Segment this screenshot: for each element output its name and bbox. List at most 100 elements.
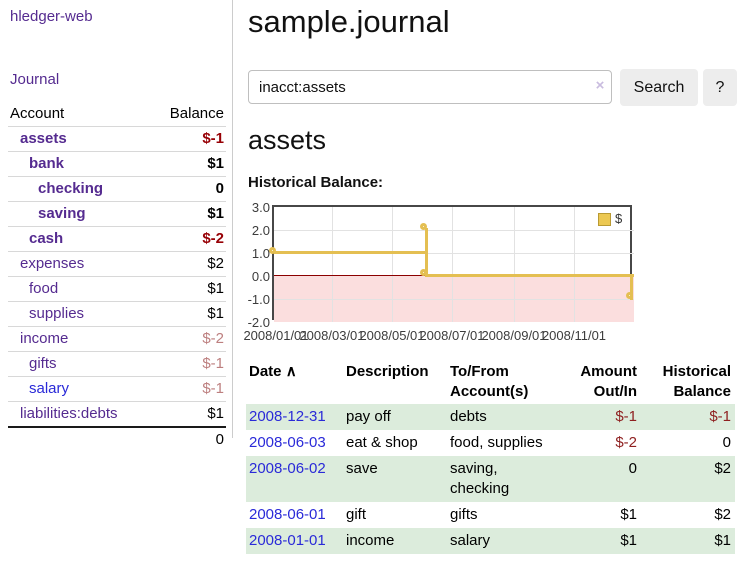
transaction-date-link[interactable]: 2008-06-01 (249, 506, 326, 523)
transaction-balance: $2 (714, 506, 731, 523)
account-row: saving $1 (8, 201, 226, 227)
account-row: bank $1 (8, 151, 226, 177)
date-column-header[interactable]: Date ∧ (249, 363, 297, 380)
register-account-heading: assets (248, 125, 327, 155)
transaction-description: pay off (346, 408, 391, 425)
transaction-amount: $-1 (615, 408, 637, 425)
transaction-row[interactable]: 2008-01-01 income salary $1 $1 (246, 528, 735, 554)
transaction-accounts: saving, checking (450, 460, 510, 497)
historical-balance-chart: $ 3.0 2.0 1.0 0.0 -1.0 -2.0 2008/01/01 2… (243, 200, 634, 343)
sidebar-item-journal[interactable]: Journal (10, 71, 60, 88)
chart-gridline (274, 253, 634, 254)
chart-line-segment (630, 274, 633, 300)
chart-point-marker (269, 247, 276, 254)
accounts-total-row: 0 (8, 426, 226, 452)
transaction-row[interactable]: 2008-06-01 gift gifts $1 $2 (246, 502, 735, 528)
account-balance: $-1 (151, 351, 226, 377)
account-row: assets $-1 (8, 126, 226, 152)
chart-point-marker (420, 223, 427, 230)
legend-swatch (598, 213, 611, 226)
account-balance: $1 (151, 151, 226, 177)
balance-column-header: Balance (169, 105, 224, 122)
chart-gridline (332, 207, 333, 322)
account-link-supplies[interactable]: supplies (29, 305, 85, 322)
transaction-date-link[interactable]: 2008-06-03 (249, 434, 326, 451)
chart-gridline (574, 207, 575, 322)
chart-gridline (514, 207, 515, 322)
account-link-income[interactable]: income (20, 330, 69, 347)
x-axis-tick: 2008/05/01 (359, 328, 425, 343)
account-link-liabilities-debts[interactable]: liabilities:debts (20, 405, 118, 422)
transaction-balance: $1 (714, 532, 731, 549)
account-balance: $-2 (151, 326, 226, 352)
transaction-row[interactable]: 2008-12-31 pay off debts $-1 $-1 (246, 404, 735, 430)
transaction-row[interactable]: 2008-06-03 eat & shop food, supplies $-2… (246, 430, 735, 456)
account-row: food $1 (8, 276, 226, 302)
help-button[interactable]: ? (703, 69, 737, 106)
transaction-amount: $-2 (615, 434, 637, 451)
chart-line-segment (425, 228, 428, 277)
account-link-gifts[interactable]: gifts (29, 355, 57, 372)
account-balance: $-2 (151, 226, 226, 252)
transaction-accounts: gifts (450, 506, 478, 523)
transaction-amount: $1 (620, 532, 637, 549)
transactions-table-header: Date ∧ Description To/From Account(s) Am… (246, 360, 735, 404)
account-link-cash[interactable]: cash (29, 230, 64, 247)
transaction-balance: $-1 (709, 408, 731, 425)
legend-label: $ (615, 211, 623, 226)
chart-gridline (274, 230, 634, 231)
search-button[interactable]: Search (620, 69, 698, 106)
transaction-date-link[interactable]: 2008-12-31 (249, 408, 326, 425)
description-column-header: Description (346, 363, 429, 380)
account-link-checking[interactable]: checking (38, 180, 104, 197)
transaction-accounts: debts (450, 408, 487, 425)
chart-gridline (274, 299, 634, 300)
account-row: salary $-1 (8, 376, 226, 402)
account-balance: 0 (151, 176, 226, 202)
transaction-date-link[interactable]: 2008-01-01 (249, 532, 326, 549)
account-link-expenses[interactable]: expenses (20, 255, 85, 272)
account-row: gifts $-1 (8, 351, 226, 377)
transaction-balance: $2 (714, 460, 731, 477)
account-link-food[interactable]: food (29, 280, 59, 297)
y-axis-tick: -2.0 (247, 315, 270, 330)
transaction-amount: $1 (620, 506, 637, 523)
transactions-table: Date ∧ Description To/From Account(s) Am… (246, 360, 735, 554)
sidebar: hledger-web Journal Account Balance asse… (0, 0, 233, 452)
clear-search-icon[interactable]: × (595, 77, 605, 94)
account-row: checking 0 (8, 176, 226, 202)
y-axis-tick: -1.0 (247, 292, 270, 307)
balance-column-header: Historical Balance (662, 363, 731, 400)
account-balance: $2 (151, 251, 226, 277)
chart-point-marker (626, 292, 633, 299)
account-link-assets[interactable]: assets (20, 130, 67, 147)
transaction-amount: 0 (628, 460, 637, 477)
transaction-date-link[interactable]: 2008-06-02 (249, 460, 326, 477)
chart-line-segment (274, 251, 428, 254)
x-axis-tick: 2008/01/01 (243, 328, 309, 343)
chart-line-segment (425, 274, 634, 277)
account-link-bank[interactable]: bank (29, 155, 65, 172)
chart-gridline (392, 207, 393, 322)
account-column-header: Account (10, 105, 65, 122)
account-row: expenses $2 (8, 251, 226, 277)
transaction-row[interactable]: 2008-06-02 save saving, checking 0 $2 (246, 456, 735, 502)
account-link-saving[interactable]: saving (38, 205, 86, 222)
transaction-description: eat & shop (346, 434, 418, 451)
account-link-salary[interactable]: salary (29, 380, 70, 397)
page-title: sample.journal (248, 4, 450, 39)
amount-column-header: Amount Out/In (580, 363, 637, 400)
account-row: cash $-2 (8, 226, 226, 252)
account-balance: $-1 (151, 376, 226, 402)
app-brand-link[interactable]: hledger-web (10, 8, 93, 25)
accounts-balance-table: Account Balance assets $-1 bank $1 check… (8, 102, 226, 452)
y-axis-tick: 1.0 (251, 246, 270, 261)
x-axis-tick: 2008/09/01 (481, 328, 547, 343)
transaction-accounts: salary (450, 532, 491, 549)
accounts-table-header: Account Balance (8, 102, 226, 127)
account-balance: $1 (151, 276, 226, 302)
chart-point-marker (420, 269, 427, 276)
search-input[interactable] (248, 70, 612, 104)
transaction-description: income (346, 532, 395, 549)
